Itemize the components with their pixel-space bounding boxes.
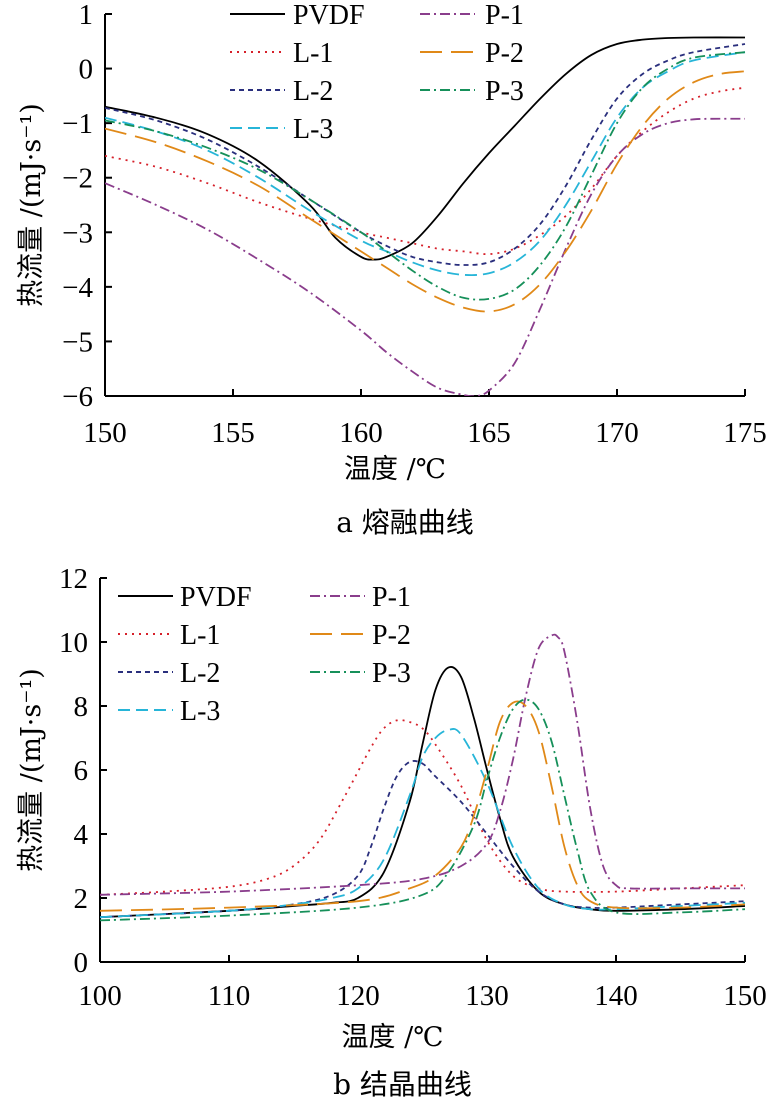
legend-label-p-1: P-1: [372, 582, 411, 613]
series-line-p-2: [105, 70, 746, 313]
legend-label-l-3: L-3: [293, 114, 333, 145]
y-tick-label: −3: [62, 217, 93, 249]
y-axis-label: 热流量 /(mJ·s⁻¹): [16, 668, 47, 872]
chart-melt: 150 155 160 165 170 175 1 0 −1 −2 −3 −4 −5 −6 温度 /℃ 热流量…: [16, 0, 767, 539]
series-line-p-3: [105, 51, 746, 301]
y-tick-label: −2: [62, 163, 93, 195]
figure-caption: b 结晶曲线: [333, 1068, 472, 1101]
series-line-l-1: [100, 719, 746, 896]
y-tick-label: 12: [59, 563, 88, 595]
y-tick-label: −5: [62, 326, 93, 358]
y-tick-label: 0: [74, 947, 89, 979]
x-tick-label: 130: [465, 980, 509, 1012]
x-tick-label: 160: [339, 417, 383, 449]
legend-label-p-3: P-3: [485, 76, 524, 107]
x-axis-label: 温度 /℃: [344, 454, 446, 485]
x-tick-label: 150: [723, 980, 767, 1012]
x-tick-label: 170: [595, 417, 639, 449]
legend-label-l-2: L-2: [180, 658, 220, 689]
x-tick-label: 100: [78, 980, 122, 1012]
series-line-p-3: [100, 698, 746, 922]
legend-label-l-3: L-3: [180, 696, 220, 727]
y-tick-label: 0: [79, 54, 94, 86]
chart-cryst: 100 110 120 130 140 150 0 2 4 6 8 10 12 温度 /℃ 热流量 /(mJ…: [16, 563, 767, 1101]
y-tick-label: −4: [62, 272, 93, 304]
legend-label-p-1: P-1: [485, 0, 524, 31]
y-tick-label: 2: [74, 883, 89, 915]
y-tick-label: 4: [74, 819, 89, 851]
legend-label-p-3: P-3: [372, 658, 411, 689]
series-line-l-2: [100, 760, 746, 919]
series-line-l-2: [105, 43, 746, 266]
series-line-p-2: [100, 700, 746, 912]
y-tick-label: −1: [62, 108, 93, 140]
x-tick-label: 120: [336, 980, 380, 1012]
y-axis-label: 热流量 /(mJ·s⁻¹): [16, 103, 47, 307]
series-line-l-3: [100, 728, 746, 919]
series-line-l-1: [105, 86, 746, 256]
x-tick-label: 175: [723, 417, 767, 449]
y-tick-label: 1: [79, 0, 94, 31]
x-tick-label: 110: [208, 980, 250, 1012]
y-tick-label: −6: [62, 381, 93, 413]
series-line-l-3: [105, 51, 746, 276]
legend-label-pvdf: PVDF: [293, 0, 365, 31]
series-line-p-1: [105, 117, 746, 396]
legend-label-p-2: P-2: [372, 620, 411, 651]
x-axis-label: 温度 /℃: [342, 1022, 444, 1053]
series-line-p-1: [100, 633, 745, 896]
legend-label-p-2: P-2: [485, 38, 524, 69]
x-tick-label: 150: [83, 417, 127, 449]
legend-label-l-1: L-1: [180, 620, 220, 651]
figure-caption: a 熔融曲线: [336, 506, 474, 539]
legend-label-l-1: L-1: [293, 38, 333, 69]
x-tick-label: 140: [594, 980, 638, 1012]
legend-label-pvdf: PVDF: [180, 582, 252, 613]
y-tick-label: 8: [74, 691, 89, 723]
y-tick-label: 6: [74, 755, 89, 787]
series-line-pvdf: [105, 36, 746, 261]
x-tick-label: 155: [211, 417, 255, 449]
legend-label-l-2: L-2: [293, 76, 333, 107]
y-tick-label: 10: [59, 627, 88, 659]
x-tick-label: 165: [467, 417, 511, 449]
